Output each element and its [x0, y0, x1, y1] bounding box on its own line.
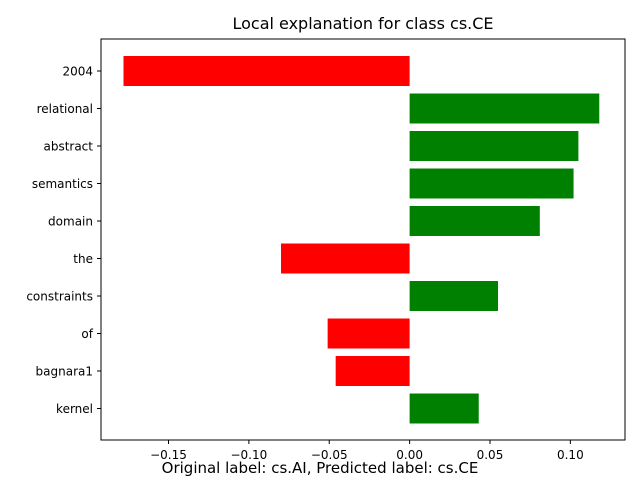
x-tick-label: −0.15 [150, 448, 187, 462]
y-tick-label: abstract [43, 140, 93, 154]
y-tick-label: of [81, 327, 93, 341]
bar-kernel [409, 393, 479, 424]
y-tick-label: relational [37, 102, 93, 116]
y-tick-label: constraints [26, 290, 93, 304]
x-tick-label: −0.05 [311, 448, 348, 462]
bar-domain [409, 206, 540, 236]
bar-semantics [409, 168, 574, 199]
bar-the [281, 243, 410, 274]
y-tick-label: kernel [56, 402, 93, 416]
x-tick-label: 0.10 [557, 448, 584, 462]
plot-frame [100, 38, 626, 441]
x-tick-label: −0.10 [230, 448, 267, 462]
x-tick-label: 0.05 [477, 448, 504, 462]
x-axis-ticks: −0.15 −0.10 −0.05 0.00 0.05 0.10 [150, 440, 584, 462]
bar-bagnara1 [335, 356, 410, 386]
chart-caption: Original label: cs.AI, Predicted label: … [161, 459, 479, 477]
y-tick-label: domain [48, 215, 93, 229]
bar-2004 [123, 56, 410, 86]
y-tick-label: bagnara1 [36, 365, 93, 379]
y-tick-label: the [73, 252, 93, 266]
bar-relational [409, 93, 600, 124]
x-tick-label: 0.00 [396, 448, 423, 462]
bar-abstract [409, 131, 579, 161]
bar-of [327, 318, 410, 349]
y-axis-ticks: 2004 relational abstract semantics domain the… [26, 65, 101, 416]
bars-layer [123, 56, 600, 424]
y-tick-label: 2004 [62, 65, 93, 79]
y-tick-label: semantics [32, 177, 93, 191]
chart-title: Local explanation for class cs.CE [232, 14, 493, 33]
bar-constraints [409, 281, 499, 311]
